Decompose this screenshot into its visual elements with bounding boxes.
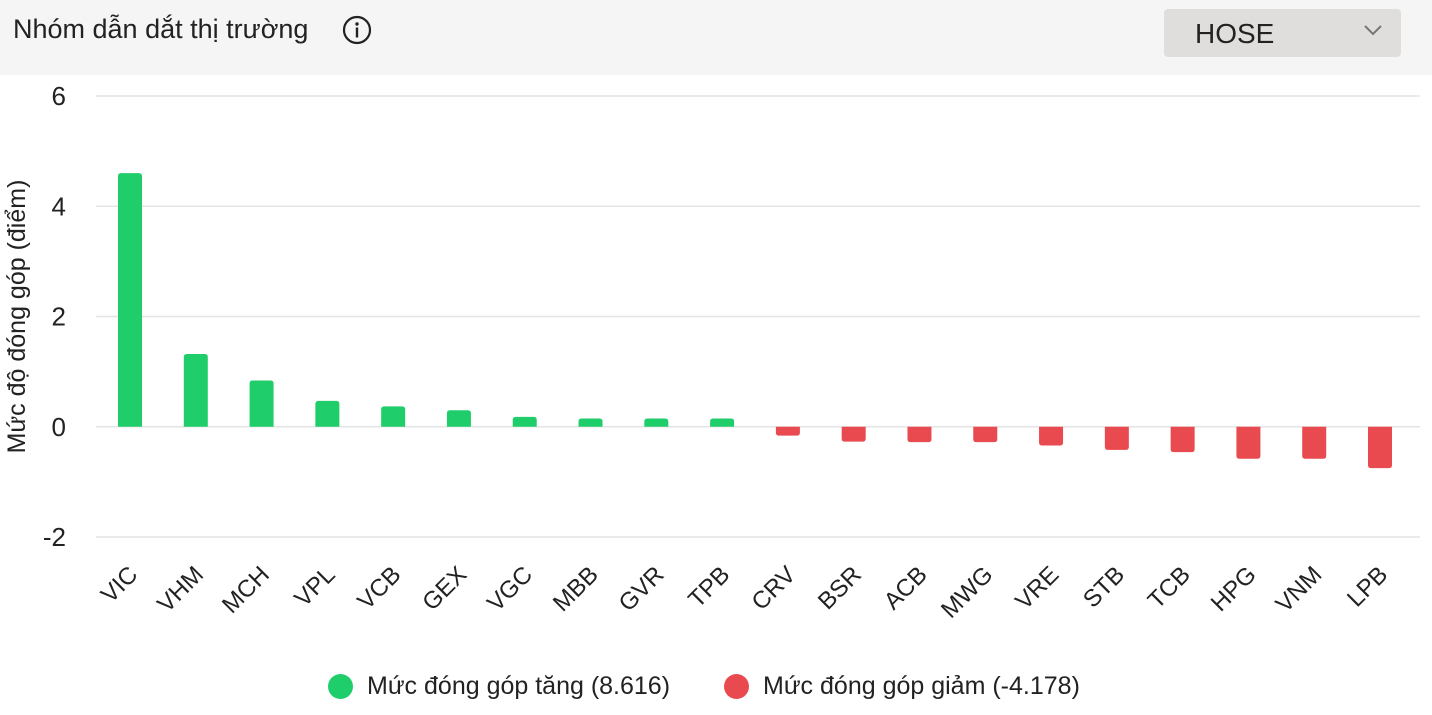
y-tick-label: 2 <box>52 302 66 332</box>
bar-stb <box>1104 426 1129 450</box>
x-tick-label: VNM <box>1271 561 1328 618</box>
x-tick-label: CRV <box>747 561 802 616</box>
bar-vnm <box>1302 426 1327 459</box>
x-tick-label: MBB <box>548 561 604 617</box>
exchange-select[interactable]: HOSE <box>1164 9 1401 57</box>
bar-vhm <box>183 353 208 427</box>
x-tick-label: VGC <box>482 561 538 617</box>
x-tick-label: VIC <box>96 561 143 608</box>
x-tick-label: TPB <box>683 561 735 613</box>
y-tick-label: 4 <box>52 191 66 221</box>
y-axis-label: Mức độ đóng góp (điểm) <box>3 180 31 454</box>
bar-mwg <box>973 426 998 443</box>
x-tick-label: LPB <box>1342 561 1393 612</box>
legend-negative-marker <box>724 674 749 699</box>
header-bar: Nhóm dẫn dắt thị trường HOSE <box>0 0 1432 75</box>
x-tick-label: VPL <box>289 561 340 612</box>
bar-mch <box>249 380 274 427</box>
bar-vre <box>1039 426 1064 446</box>
x-tick-label: MCH <box>217 561 275 619</box>
legend-item-negative[interactable]: Mức đóng góp giảm (-4.178) <box>724 672 1080 701</box>
info-icon[interactable] <box>342 15 372 45</box>
x-tick-label: VHM <box>152 561 209 618</box>
bar-vpl <box>315 400 340 427</box>
x-tick-label: BSR <box>813 561 867 615</box>
bar-vgc <box>512 416 537 427</box>
contribution-bar-chart: -2 0 2 4 6 Mức độ đóng góp (điểm) VIC VHM MCH VPL… <box>3 81 1420 624</box>
bar-lpb <box>1368 426 1392 469</box>
bar-tcb <box>1170 426 1195 453</box>
y-tick-label: 0 <box>52 412 66 442</box>
bar-bsr <box>841 426 866 442</box>
y-tick-label: 6 <box>52 81 66 111</box>
page-title: Nhóm dẫn dắt thị trường <box>13 14 309 44</box>
x-tick-label: TCB <box>1143 561 1196 614</box>
x-tick-label: VCB <box>352 561 406 615</box>
bar-mbb <box>578 418 603 427</box>
x-tick-label: MWG <box>936 561 998 623</box>
bar-hpg <box>1236 426 1261 459</box>
legend-positive-marker <box>328 674 353 699</box>
x-tick-label: VRE <box>1010 561 1064 615</box>
bar-vcb <box>381 406 406 427</box>
chevron-down-icon <box>1363 23 1383 37</box>
x-tick-label: HPG <box>1206 561 1262 617</box>
chart-legend: Mức đóng góp tăng (8.616) Mức đóng góp g… <box>0 672 1432 706</box>
bar-gex <box>446 410 471 427</box>
bar-vic <box>118 173 142 427</box>
legend-positive-label: Mức đóng góp tăng (8.616) <box>367 672 671 700</box>
x-tick-label: STB <box>1078 561 1130 613</box>
legend-negative-label: Mức đóng góp giảm (-4.178) <box>763 672 1080 700</box>
legend-item-positive[interactable]: Mức đóng góp tăng (8.616) <box>328 672 670 701</box>
bar-acb <box>907 426 932 443</box>
x-tick-label: GEX <box>417 561 472 616</box>
y-tick-label: -2 <box>43 522 66 552</box>
bar-crv <box>775 426 800 436</box>
bar-tpb <box>710 418 735 427</box>
x-tick-label: GVR <box>614 561 670 617</box>
exchange-select-value: HOSE <box>1195 18 1275 49</box>
bar-gvr <box>644 418 669 427</box>
x-tick-label: ACB <box>879 561 933 615</box>
